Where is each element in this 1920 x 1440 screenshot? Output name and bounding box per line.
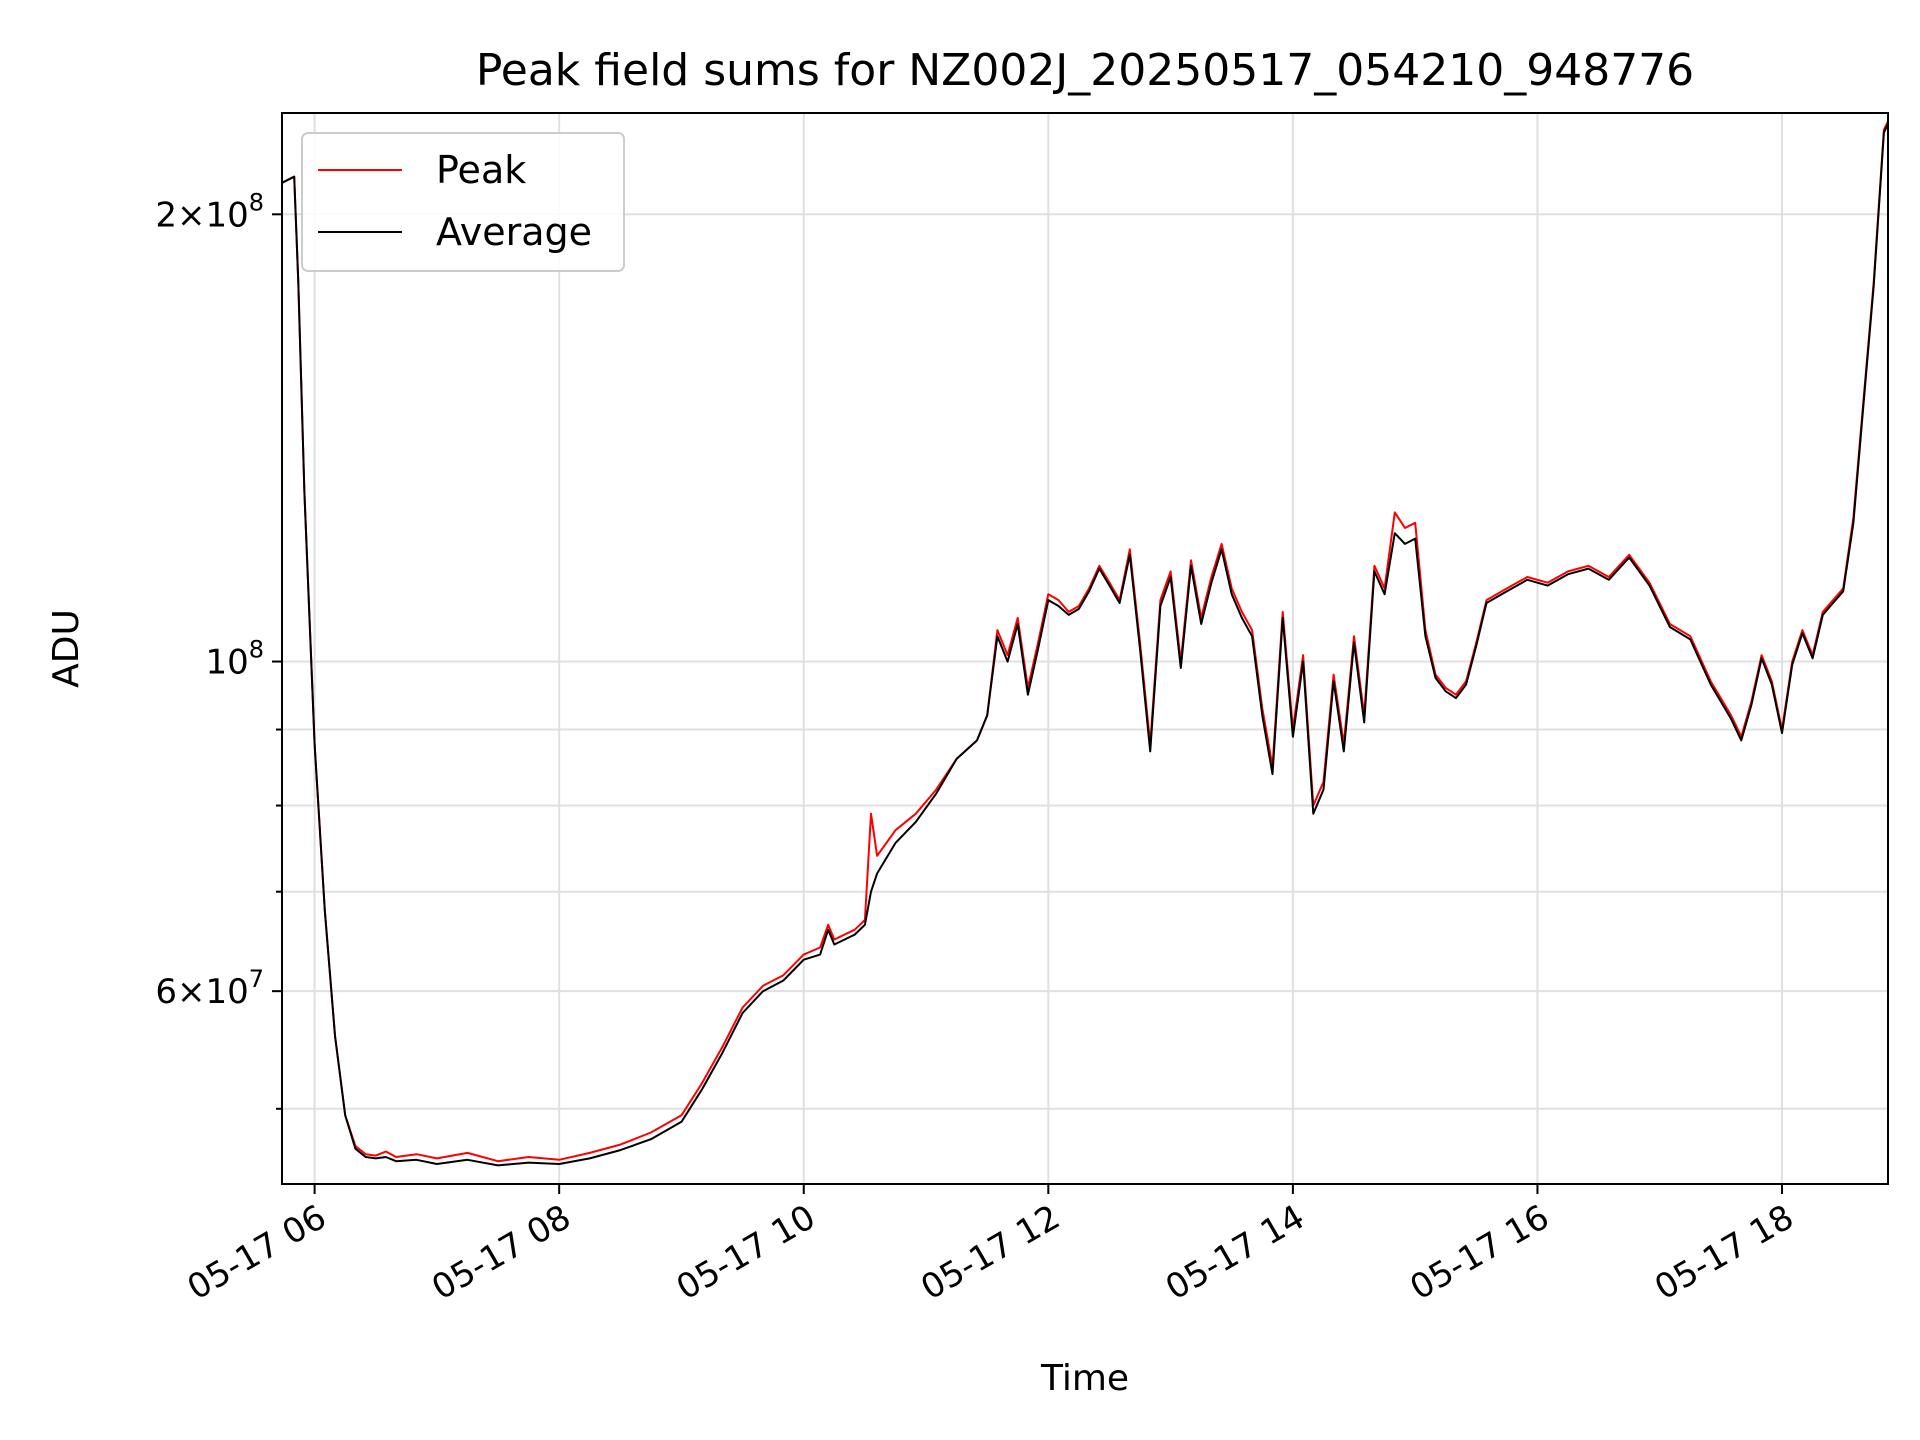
plot-lines xyxy=(281,120,1889,1167)
y-tick-exponent: 8 xyxy=(249,636,264,664)
y-tick-label: 6×107 xyxy=(155,965,264,1012)
y-tick-mantissa: 6× xyxy=(155,972,205,1012)
y-tick-exponent: 8 xyxy=(249,188,264,216)
y-tick-mantissa: 2× xyxy=(155,195,205,235)
series-line-average xyxy=(281,123,1889,1167)
plot-frame xyxy=(281,112,1889,1185)
y-tick-label: 2×108 xyxy=(155,188,264,235)
legend: Peak Average xyxy=(301,132,625,272)
y-tick-base: 10 xyxy=(205,972,248,1012)
chart-title: Peak field sums for NZ002J_20250517_0542… xyxy=(476,45,1694,96)
y-tick-label: 108 xyxy=(205,636,264,683)
legend-label-average: Average xyxy=(436,210,592,254)
y-axis-label: ADU xyxy=(46,609,87,688)
x-axis-label: Time xyxy=(1040,1358,1129,1399)
y-tick-exponent: 7 xyxy=(249,965,264,993)
legend-box xyxy=(301,132,625,272)
grid-lines xyxy=(282,113,1888,1184)
series-line-peak xyxy=(281,120,1889,1163)
y-tick-base: 10 xyxy=(205,195,248,235)
legend-label-peak: Peak xyxy=(436,148,526,192)
y-tick-base: 10 xyxy=(205,643,248,683)
